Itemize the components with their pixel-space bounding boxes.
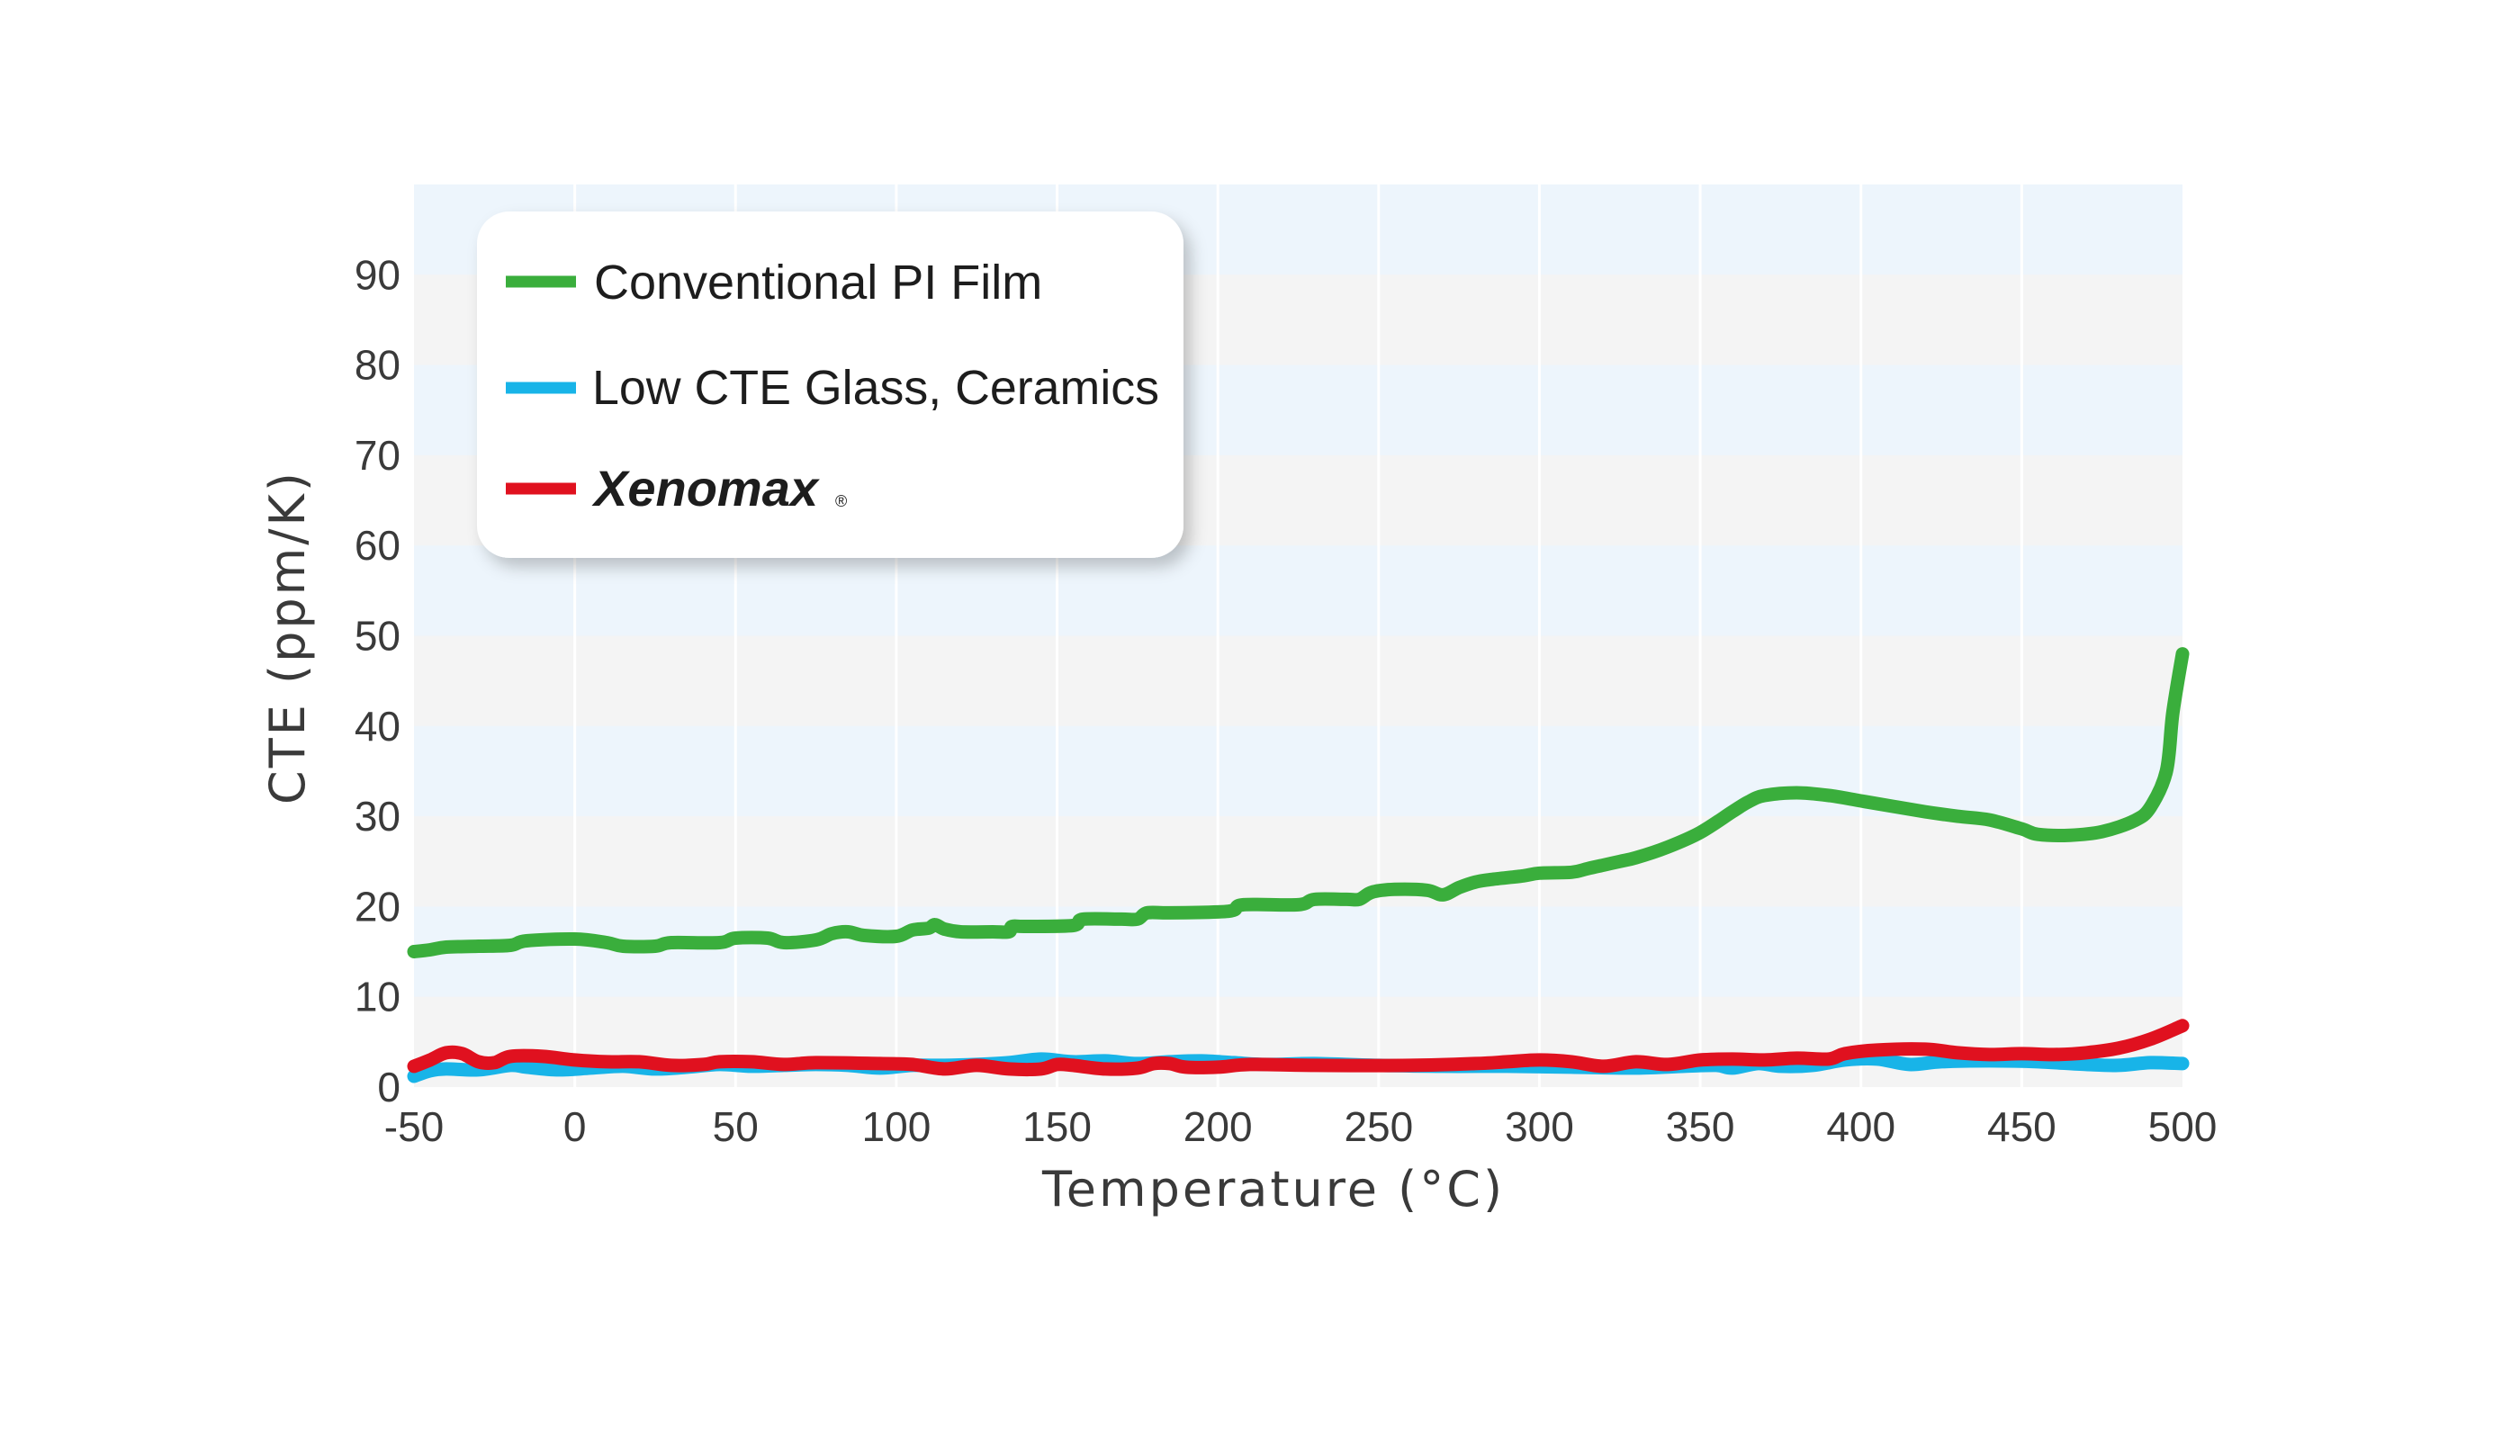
y-tick-label: 40 <box>355 703 400 750</box>
x-tick-label: 450 <box>1987 1103 2056 1150</box>
y-tick-label: 10 <box>355 974 400 1020</box>
x-tick-label: 50 <box>713 1103 759 1150</box>
legend: Conventional PI Film Low CTE Glass, Cera… <box>477 211 1184 558</box>
y-tick-label: 90 <box>355 251 400 298</box>
series-lines <box>407 647 2190 1083</box>
y-axis-title: CTE (ppm/K) <box>259 470 316 804</box>
x-axis-ticks: -50 0 50 100 150 200 250 300 350 400 450 500 <box>384 1103 2218 1150</box>
y-tick-label: 50 <box>355 613 400 660</box>
x-tick-label: 100 <box>862 1103 932 1150</box>
plot-band <box>414 725 2182 817</box>
x-axis-title: Temperature (°C) <box>1041 1161 1505 1218</box>
x-tick-label: 200 <box>1184 1103 1253 1150</box>
series-line-xenomax <box>407 1019 2190 1076</box>
legend-label-conventional-pi-film: Conventional PI Film <box>594 256 1042 310</box>
plot-band <box>414 906 2182 997</box>
x-tick-label: 500 <box>2148 1103 2218 1150</box>
y-tick-label: 60 <box>355 522 400 569</box>
plot-band <box>414 545 2182 636</box>
y-axis-ticks: 0 10 20 30 40 50 60 70 80 90 <box>355 251 400 1110</box>
y-tick-label: 20 <box>355 883 400 930</box>
x-tick-label: 150 <box>1022 1103 1092 1150</box>
legend-label-xenomax: Xenomax <box>591 460 821 517</box>
x-tick-label: 0 <box>563 1103 587 1150</box>
series-line-conventional-pi-film <box>407 647 2190 958</box>
x-tick-label: 300 <box>1505 1103 1574 1150</box>
legend-registered-mark: ® <box>835 492 847 510</box>
x-tick-label: 400 <box>1826 1103 1895 1150</box>
legend-label-low-cte-glass-ceramics: Low CTE Glass, Ceramics <box>592 361 1159 415</box>
x-tick-label: 350 <box>1666 1103 1735 1150</box>
legend-box <box>477 211 1184 558</box>
x-tick-label: -50 <box>384 1103 444 1150</box>
y-tick-label: 70 <box>355 432 400 479</box>
y-tick-label: 0 <box>377 1064 400 1110</box>
y-tick-label: 80 <box>355 342 400 389</box>
y-tick-label: 30 <box>355 793 400 840</box>
x-tick-label: 250 <box>1344 1103 1413 1150</box>
